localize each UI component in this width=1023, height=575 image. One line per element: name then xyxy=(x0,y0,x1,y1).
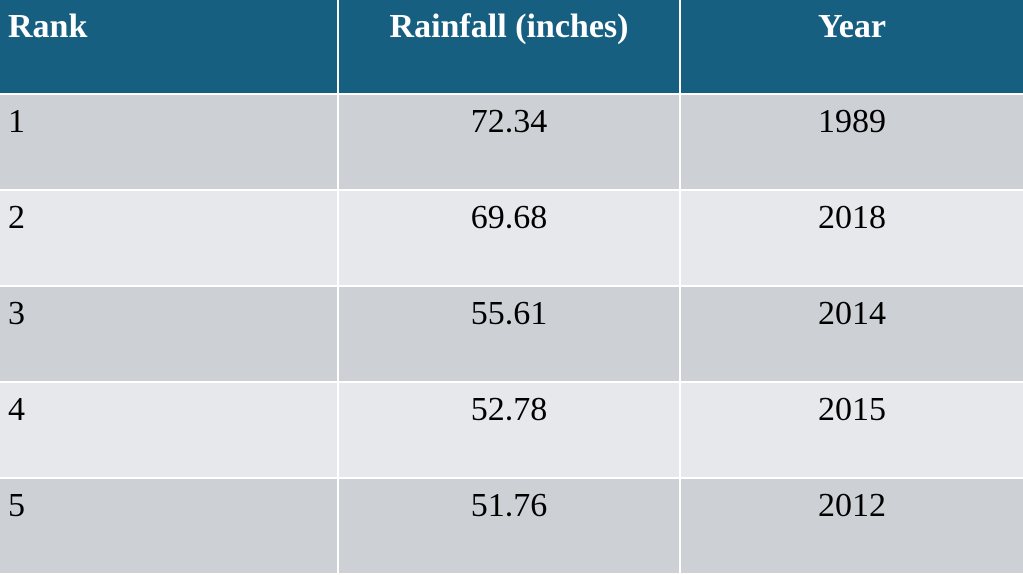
table-cell: 2012 xyxy=(681,479,1023,575)
table-cell: 55.61 xyxy=(339,287,681,383)
table-cell: 2014 xyxy=(681,287,1023,383)
table-cell: 69.68 xyxy=(339,191,681,287)
table-cell: 3 xyxy=(0,287,339,383)
table-cell: 1 xyxy=(0,95,339,191)
table-cell: 52.78 xyxy=(339,383,681,479)
table-cell: 2018 xyxy=(681,191,1023,287)
table-cell: 1989 xyxy=(681,95,1023,191)
header-cell: Rainfall (inches) xyxy=(339,0,681,95)
table-cell: 4 xyxy=(0,383,339,479)
table-cell: 5 xyxy=(0,479,339,575)
header-cell: Rank xyxy=(0,0,339,95)
table-cell: 72.34 xyxy=(339,95,681,191)
header-cell: Year xyxy=(681,0,1023,95)
table-cell: 2 xyxy=(0,191,339,287)
table-cell: 51.76 xyxy=(339,479,681,575)
table-cell: 2015 xyxy=(681,383,1023,479)
